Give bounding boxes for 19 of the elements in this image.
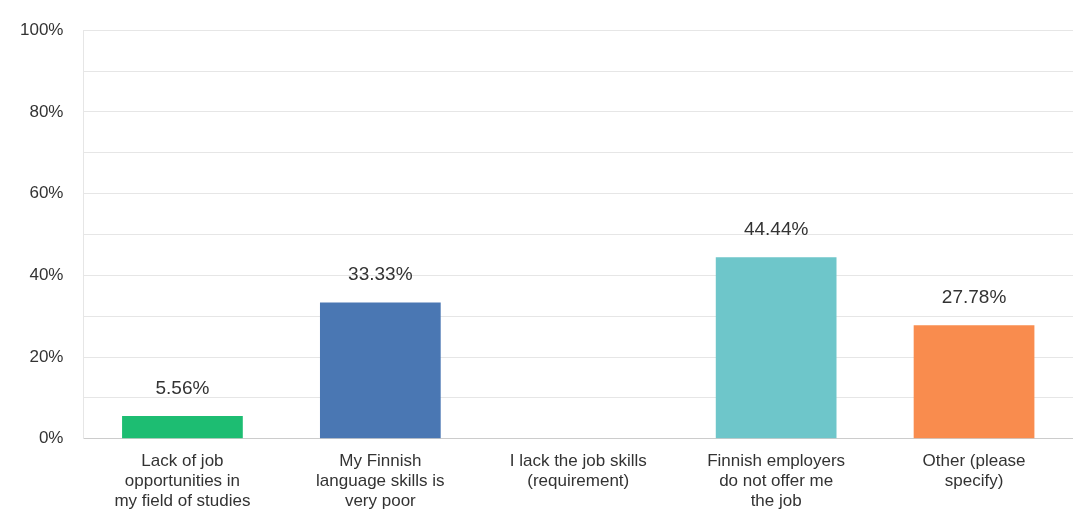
data-label: 44.44% [743,217,809,239]
bar [122,416,243,439]
data-label: 33.33% [348,263,413,285]
x-tick-label: Lack of job opportunities in my field of studies [114,450,251,511]
x-tick-label: I lack the job skills (requirement) [509,450,647,491]
x-tick-label: Other (please specify) [922,450,1026,491]
y-tick-label: 100% [20,19,64,39]
bar [715,257,837,439]
y-tick-label: 40% [29,265,64,285]
x-tick-label: Finnish employers do not offer me the job [707,450,846,511]
y-tick-label: 20% [29,346,64,366]
bar [913,325,1035,439]
y-tick-label: 0% [38,428,64,448]
data-label: 5.56% [155,376,210,398]
y-tick-label: 60% [29,183,64,203]
y-tick-label: 80% [29,101,64,121]
bar [319,302,441,439]
data-label: 27.78% [941,286,1007,308]
x-tick-label: My Finnish language skills is very poor [316,450,445,511]
